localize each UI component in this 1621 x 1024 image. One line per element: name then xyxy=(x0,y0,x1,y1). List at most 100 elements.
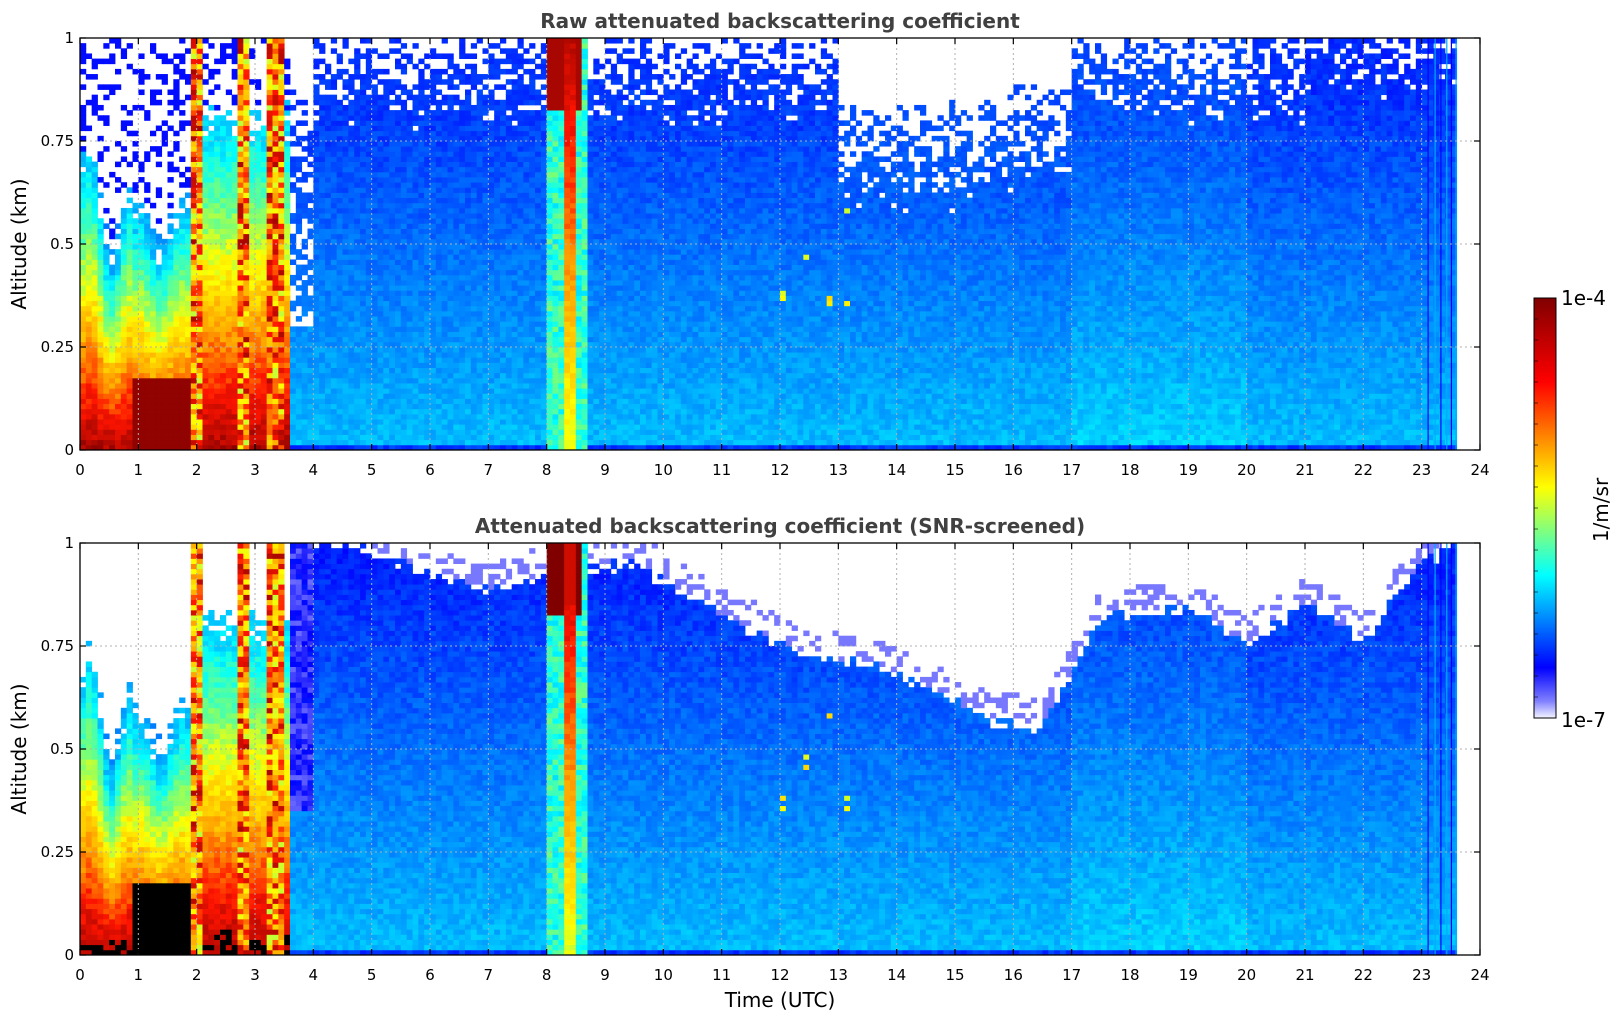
heatmap-cell xyxy=(103,120,110,126)
heatmap-cell xyxy=(266,177,273,183)
heatmap-cell xyxy=(505,300,513,307)
heatmap-cell xyxy=(272,300,279,307)
heatmap-cell xyxy=(465,408,472,415)
heatmap-cell xyxy=(249,213,256,219)
heatmap-cell xyxy=(400,274,408,281)
heatmap-cell xyxy=(424,94,431,101)
heatmap-cell xyxy=(354,89,361,96)
heatmap-cell xyxy=(354,413,361,420)
heatmap-cell xyxy=(272,125,279,132)
heatmap-cell xyxy=(126,110,133,116)
heatmap-cell xyxy=(453,377,460,384)
heatmap-cell xyxy=(202,331,209,338)
heatmap-cell xyxy=(395,444,402,450)
heatmap-cell xyxy=(371,197,378,204)
heatmap-cell xyxy=(435,213,443,219)
heatmap-cell xyxy=(255,367,262,374)
heatmap-cell xyxy=(482,377,489,384)
heatmap-cell xyxy=(360,295,367,302)
heatmap-cell xyxy=(476,300,483,307)
heatmap-cell xyxy=(115,305,122,312)
heatmap-cell xyxy=(196,280,203,286)
heatmap-cell xyxy=(307,264,314,271)
heatmap-cell xyxy=(307,141,314,147)
heatmap-cell xyxy=(348,84,355,90)
heatmap-cell xyxy=(80,207,87,214)
heatmap-cell xyxy=(441,53,448,59)
heatmap-cell xyxy=(284,331,291,338)
heatmap-cell xyxy=(482,48,489,54)
heatmap-cell xyxy=(365,63,373,70)
heatmap-cell xyxy=(80,213,87,219)
heatmap-cell xyxy=(284,187,291,193)
heatmap-cell xyxy=(505,274,513,281)
heatmap-cell xyxy=(418,89,425,96)
heatmap-cell xyxy=(500,398,507,405)
heatmap-cell xyxy=(336,321,343,327)
heatmap-cell xyxy=(441,408,448,415)
heatmap-cell xyxy=(418,290,425,296)
heatmap-cell xyxy=(173,316,180,322)
heatmap-cell xyxy=(155,413,163,420)
heatmap-cell xyxy=(465,218,472,224)
heatmap-cell xyxy=(150,377,157,384)
heatmap-cell xyxy=(313,202,320,209)
heatmap-cell xyxy=(220,310,227,317)
heatmap-cell xyxy=(196,161,203,168)
heatmap-cell xyxy=(103,326,110,332)
heatmap-cell xyxy=(190,300,198,307)
heatmap-cell xyxy=(412,295,419,302)
heatmap-cell xyxy=(406,120,413,126)
heatmap-cell xyxy=(225,372,233,379)
heatmap-cell xyxy=(459,367,466,374)
heatmap-cell xyxy=(243,383,250,389)
heatmap-cell xyxy=(377,53,384,59)
heatmap-cell xyxy=(290,372,297,379)
heatmap-cell xyxy=(255,398,262,405)
heatmap-cell xyxy=(208,130,215,137)
heatmap-cell xyxy=(336,228,343,235)
heatmap-cell xyxy=(103,362,110,368)
heatmap-cell xyxy=(395,187,402,193)
heatmap-cell xyxy=(97,156,104,162)
heatmap-cell xyxy=(97,357,104,363)
heatmap-cell xyxy=(488,429,495,435)
heatmap-cell xyxy=(278,383,285,389)
heatmap-cell xyxy=(383,434,390,441)
heatmap-cell xyxy=(266,398,273,405)
heatmap-cell xyxy=(85,244,93,250)
heatmap-cell xyxy=(150,280,157,286)
heatmap-cell xyxy=(202,424,209,430)
heatmap-cell xyxy=(354,125,361,132)
heatmap-cell xyxy=(196,84,203,90)
heatmap-cell xyxy=(202,63,209,70)
heatmap-cell xyxy=(424,372,431,379)
heatmap-cell xyxy=(389,156,396,162)
heatmap-cell xyxy=(225,249,233,255)
heatmap-cell xyxy=(155,192,163,199)
heatmap-cell xyxy=(173,274,180,281)
heatmap-cell xyxy=(383,146,390,152)
heatmap-cell xyxy=(360,84,367,90)
heatmap-cell xyxy=(389,218,396,224)
heatmap-cell xyxy=(144,259,151,265)
heatmap-cell xyxy=(272,238,279,245)
heatmap-cell xyxy=(360,398,367,405)
heatmap-cell xyxy=(354,264,361,271)
heatmap-cell xyxy=(430,439,437,446)
heatmap-cell xyxy=(511,388,518,394)
heatmap-cell xyxy=(336,53,343,59)
heatmap-cell xyxy=(295,388,303,394)
heatmap-cell xyxy=(354,274,361,281)
heatmap-cell xyxy=(336,104,343,111)
heatmap-cell xyxy=(243,398,250,405)
heatmap-cell xyxy=(103,290,110,296)
heatmap-cell xyxy=(400,244,408,250)
heatmap-cell xyxy=(115,43,122,49)
heatmap-cell xyxy=(220,383,227,389)
heatmap-cell xyxy=(167,403,174,410)
heatmap-cell xyxy=(155,367,163,374)
heatmap-cell xyxy=(418,274,425,281)
heatmap-cell xyxy=(290,393,297,399)
heatmap-cell xyxy=(447,341,454,348)
